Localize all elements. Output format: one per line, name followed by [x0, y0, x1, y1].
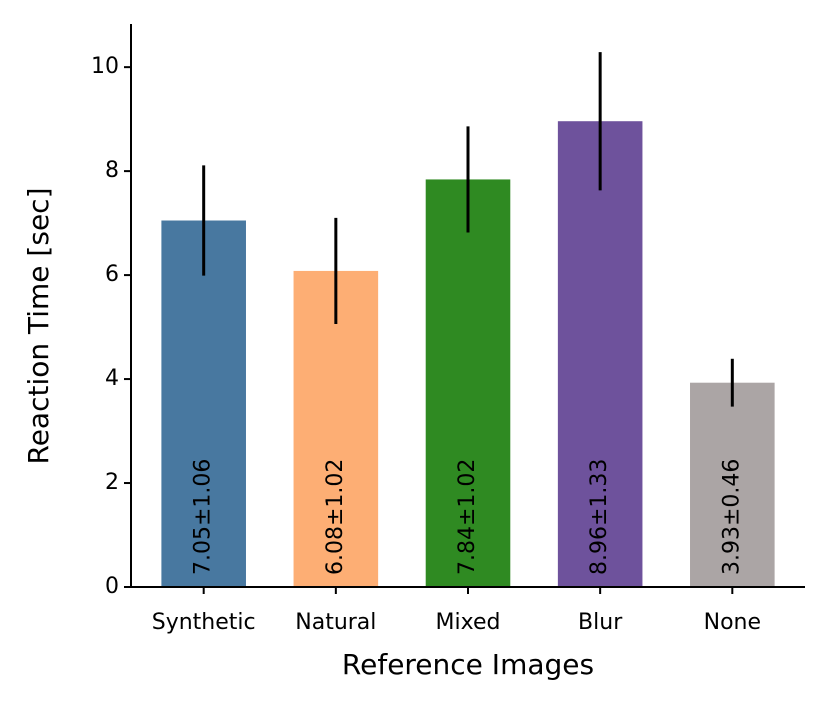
y-axis-label: Reaction Time [sec]	[22, 188, 55, 465]
x-tick-label: Mixed	[436, 610, 501, 635]
y-tick-label: 10	[91, 54, 119, 79]
value-label: 7.84±1.02	[455, 459, 480, 575]
value-label: 3.93±0.46	[719, 459, 744, 575]
bar	[557, 121, 643, 587]
y-tick-label: 2	[105, 470, 119, 495]
value-label: 6.08±1.02	[323, 459, 348, 575]
x-tick-label: Natural	[295, 610, 376, 635]
bar	[161, 220, 246, 587]
x-axis-label: Reference Images	[342, 648, 594, 681]
y-tick-label: 8	[105, 158, 119, 183]
x-tick-label: Blur	[578, 610, 623, 635]
y-tick-label: 4	[105, 366, 119, 391]
bar	[690, 382, 775, 587]
y-tick-label: 6	[105, 262, 119, 287]
bar	[425, 179, 511, 587]
value-label: 7.05±1.06	[191, 459, 216, 575]
y-tick-label: 0	[105, 574, 119, 599]
value-label: 8.96±1.33	[587, 459, 612, 575]
x-tick-label: None	[704, 610, 761, 635]
x-tick-label: Synthetic	[152, 610, 256, 635]
